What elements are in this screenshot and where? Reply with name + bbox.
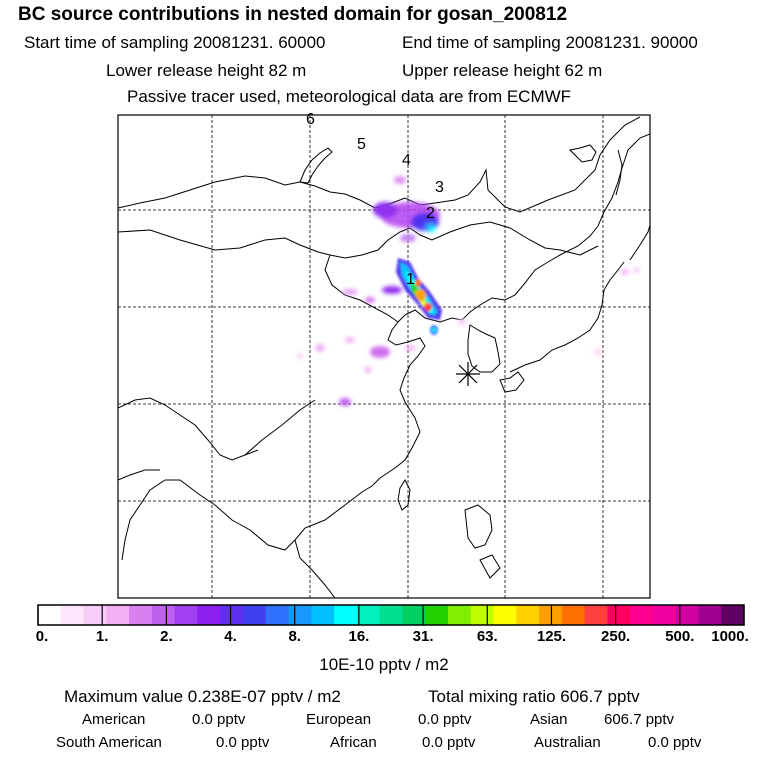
colorbar-swatch [675, 605, 699, 625]
colorbar-swatch [652, 605, 677, 625]
american-label: American [82, 711, 146, 728]
colorbar-frame [37, 604, 745, 626]
colorbar-swatch [174, 605, 198, 625]
colorbar-swatch [288, 605, 312, 625]
trajectory-label-4: 4 [402, 152, 411, 169]
colorbar-swatch [242, 605, 267, 625]
receptor-marker [456, 362, 480, 386]
american-value: 0.0 pptv [192, 711, 246, 728]
european-label: European [306, 711, 372, 728]
colorbar-tick-label: 8. [288, 628, 301, 645]
colorbar-swatch [425, 605, 449, 625]
colorbar-tick-label: 16. [348, 628, 370, 645]
colorbar-tick-label: 250. [601, 628, 631, 645]
total-mixing-ratio: Total mixing ratio 606.7 pptv [428, 687, 640, 706]
colorbar-swatch [265, 605, 290, 625]
maximum-value: Maximum value 0.238E-07 pptv / m2 [64, 687, 341, 706]
colorbar-swatch [356, 605, 381, 625]
trajectory-label-5: 5 [357, 136, 366, 153]
colorbar-tick-label: 500. [665, 628, 695, 645]
australian-label: Australian [534, 734, 601, 751]
colorbar-swatch [584, 605, 608, 625]
colorbar-swatch [698, 605, 722, 625]
colorbar-swatch [311, 605, 335, 625]
colorbar-tick-label: 4. [224, 628, 237, 645]
colorbar-tick-label: 0. [35, 628, 49, 645]
colorbar-swatch [334, 605, 358, 625]
colorbar-swatch [402, 605, 426, 625]
colorbar-swatch [516, 605, 540, 625]
colorbar [37, 604, 745, 626]
colorbar-swatch [197, 605, 221, 625]
colorbar-swatch [151, 605, 176, 625]
african-label: African [330, 734, 377, 751]
trajectory-label-1: 1 [406, 271, 415, 288]
colorbar-swatch [470, 605, 494, 625]
colorbar-tick-label: 1000. [711, 628, 749, 645]
upper-release-height: Upper release height 62 m [402, 61, 603, 80]
south-american-value: 0.0 pptv [216, 734, 270, 751]
colorbar-swatch [379, 605, 403, 625]
colorbar-swatch [561, 605, 586, 625]
colorbar-tick-label: 125. [536, 628, 567, 645]
start-time-label: Start time of sampling 20081231. 60000 [24, 33, 326, 52]
trajectory-label-6: 6 [306, 111, 315, 128]
european-value: 0.0 pptv [418, 711, 472, 728]
asian-label: Asian [530, 711, 568, 728]
colorbar-swatch [607, 605, 631, 625]
colorbar-swatch [220, 605, 244, 625]
tracer-note: Passive tracer used, meteorological data… [127, 87, 572, 106]
colorbar-swatch [106, 605, 130, 625]
colorbar-tick-label: 2. [160, 628, 173, 645]
trajectory-label-2: 2 [426, 205, 435, 222]
colorbar-swatch [447, 605, 472, 625]
map-frame [117, 114, 651, 599]
colorbar-swatch [38, 605, 62, 625]
trajectory-label-3: 3 [435, 179, 444, 196]
african-value: 0.0 pptv [422, 734, 476, 751]
australian-value: 0.0 pptv [648, 734, 702, 751]
end-time-label: End time of sampling 20081231. 90000 [402, 33, 698, 52]
colorbar-swatch [539, 605, 563, 625]
colorbar-tick-label: 1. [95, 628, 109, 645]
asian-value: 606.7 pptv [604, 711, 675, 728]
colorbar-swatch [721, 605, 745, 625]
south-american-label: South American [56, 734, 162, 751]
plot-title: BC source contributions in nested domain… [18, 4, 568, 25]
concentration-field [297, 176, 640, 406]
trajectory-labels: 1 2 3 4 5 6 [306, 111, 444, 288]
coastlines [118, 116, 650, 598]
colorbar-swatch [129, 605, 153, 625]
colorbar-swatch [83, 605, 107, 625]
colorbar-swatch [630, 605, 654, 625]
lower-release-height: Lower release height 82 m [106, 61, 307, 80]
colorbar-tick-label: 63. [476, 628, 498, 645]
colorbar-tick-label: 31. [412, 628, 434, 645]
colorbar-unit: 10E-10 pptv / m2 [319, 655, 449, 674]
colorbar-swatch [60, 605, 85, 625]
colorbar-swatch [493, 605, 517, 625]
